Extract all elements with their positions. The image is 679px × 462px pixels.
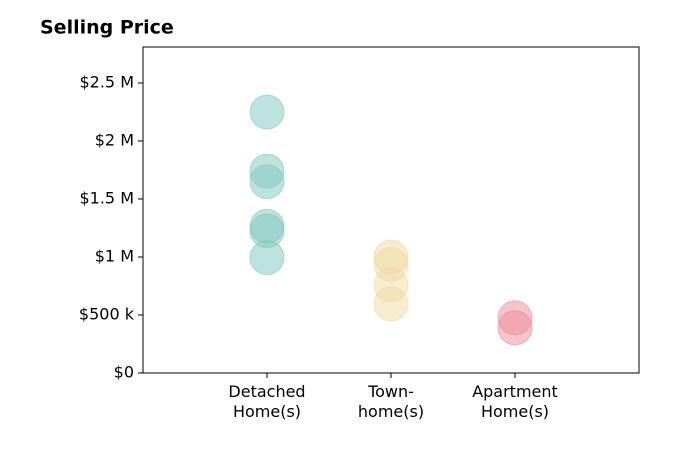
x-tick-label: Apartment Home(s) <box>472 382 558 421</box>
y-tick-label: $0 <box>114 363 134 382</box>
x-tick-label: Town- home(s) <box>357 382 425 421</box>
y-tick-label: $2 M <box>95 130 134 149</box>
y-tick-label: $2.5 M <box>79 72 134 91</box>
point <box>249 164 285 200</box>
y-tick-label: $1 M <box>95 246 134 265</box>
plot-frame <box>142 46 640 374</box>
point <box>249 240 285 276</box>
y-tick-label: $500 k <box>79 304 135 323</box>
point <box>373 286 409 322</box>
x-tick-label: Detached Home(s) <box>228 382 306 421</box>
point <box>249 94 285 130</box>
point <box>497 310 533 346</box>
chart-title: Selling Price <box>40 17 174 39</box>
y-tick-label: $1.5 M <box>79 188 134 207</box>
